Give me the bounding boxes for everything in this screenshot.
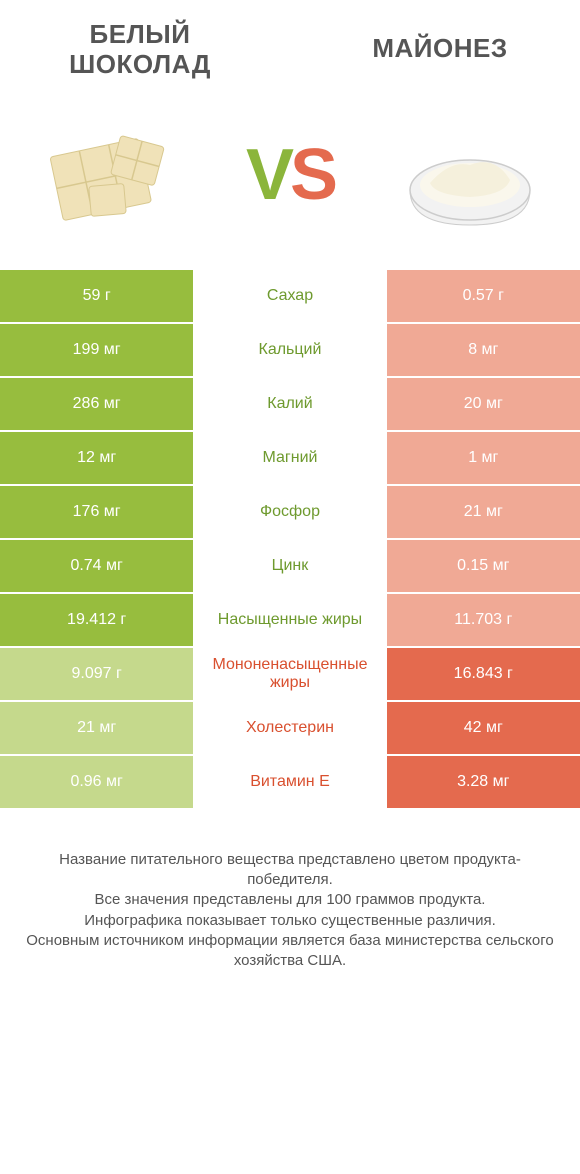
- cell-right-value: 42 мг: [387, 702, 580, 754]
- vs-label: VS: [246, 134, 334, 216]
- table-row: 199 мгКальций8 мг: [0, 324, 580, 378]
- cell-left-value: 12 мг: [0, 432, 193, 484]
- product-right-image: [390, 110, 550, 240]
- cell-nutrient-label: Витамин E: [193, 756, 386, 808]
- cell-left-value: 0.96 мг: [0, 756, 193, 808]
- table-row: 21 мгХолестерин42 мг: [0, 702, 580, 756]
- cell-right-value: 16.843 г: [387, 648, 580, 700]
- cell-right-value: 0.57 г: [387, 270, 580, 322]
- cell-nutrient-label: Сахар: [193, 270, 386, 322]
- table-row: 12 мгМагний1 мг: [0, 432, 580, 486]
- header: БЕЛЫЙШОКОЛАД МАЙОНЕЗ: [0, 0, 580, 90]
- table-row: 9.097 гМононенасыщенные жиры16.843 г: [0, 648, 580, 702]
- cell-nutrient-label: Кальций: [193, 324, 386, 376]
- cell-left-value: 9.097 г: [0, 648, 193, 700]
- cell-left-value: 286 мг: [0, 378, 193, 430]
- cell-right-value: 21 мг: [387, 486, 580, 538]
- images-row: VS: [0, 90, 580, 270]
- table-row: 59 гСахар0.57 г: [0, 270, 580, 324]
- cell-nutrient-label: Мононенасыщенные жиры: [193, 648, 386, 700]
- cell-left-value: 176 мг: [0, 486, 193, 538]
- cell-right-value: 20 мг: [387, 378, 580, 430]
- comparison-table: 59 гСахар0.57 г199 мгКальций8 мг286 мгКа…: [0, 270, 580, 810]
- cell-nutrient-label: Холестерин: [193, 702, 386, 754]
- footer-line: Название питательного вещества представл…: [20, 850, 560, 891]
- cell-right-value: 0.15 мг: [387, 540, 580, 592]
- cell-right-value: 11.703 г: [387, 594, 580, 646]
- cell-right-value: 3.28 мг: [387, 756, 580, 808]
- cell-left-value: 0.74 мг: [0, 540, 193, 592]
- cell-left-value: 19.412 г: [0, 594, 193, 646]
- footer-line: Основным источником информации является …: [20, 931, 560, 972]
- product-left-title: БЕЛЫЙШОКОЛАД: [40, 20, 240, 80]
- cell-nutrient-label: Цинк: [193, 540, 386, 592]
- table-row: 176 мгФосфор21 мг: [0, 486, 580, 540]
- footer-line: Инфографика показывает только существенн…: [20, 911, 560, 931]
- table-row: 286 мгКалий20 мг: [0, 378, 580, 432]
- cell-nutrient-label: Магний: [193, 432, 386, 484]
- vs-v: V: [246, 135, 290, 215]
- footer-notes: Название питательного вещества представл…: [0, 810, 580, 992]
- cell-nutrient-label: Фосфор: [193, 486, 386, 538]
- cell-right-value: 1 мг: [387, 432, 580, 484]
- cell-left-value: 21 мг: [0, 702, 193, 754]
- cell-left-value: 199 мг: [0, 324, 193, 376]
- table-row: 19.412 гНасыщенные жиры11.703 г: [0, 594, 580, 648]
- vs-s: S: [290, 135, 334, 215]
- product-right-title: МАЙОНЕЗ: [340, 34, 540, 64]
- table-row: 0.74 мгЦинк0.15 мг: [0, 540, 580, 594]
- cell-left-value: 59 г: [0, 270, 193, 322]
- cell-nutrient-label: Калий: [193, 378, 386, 430]
- cell-right-value: 8 мг: [387, 324, 580, 376]
- table-row: 0.96 мгВитамин E3.28 мг: [0, 756, 580, 810]
- product-left-image: [30, 110, 190, 240]
- cell-nutrient-label: Насыщенные жиры: [193, 594, 386, 646]
- footer-line: Все значения представлены для 100 граммо…: [20, 890, 560, 910]
